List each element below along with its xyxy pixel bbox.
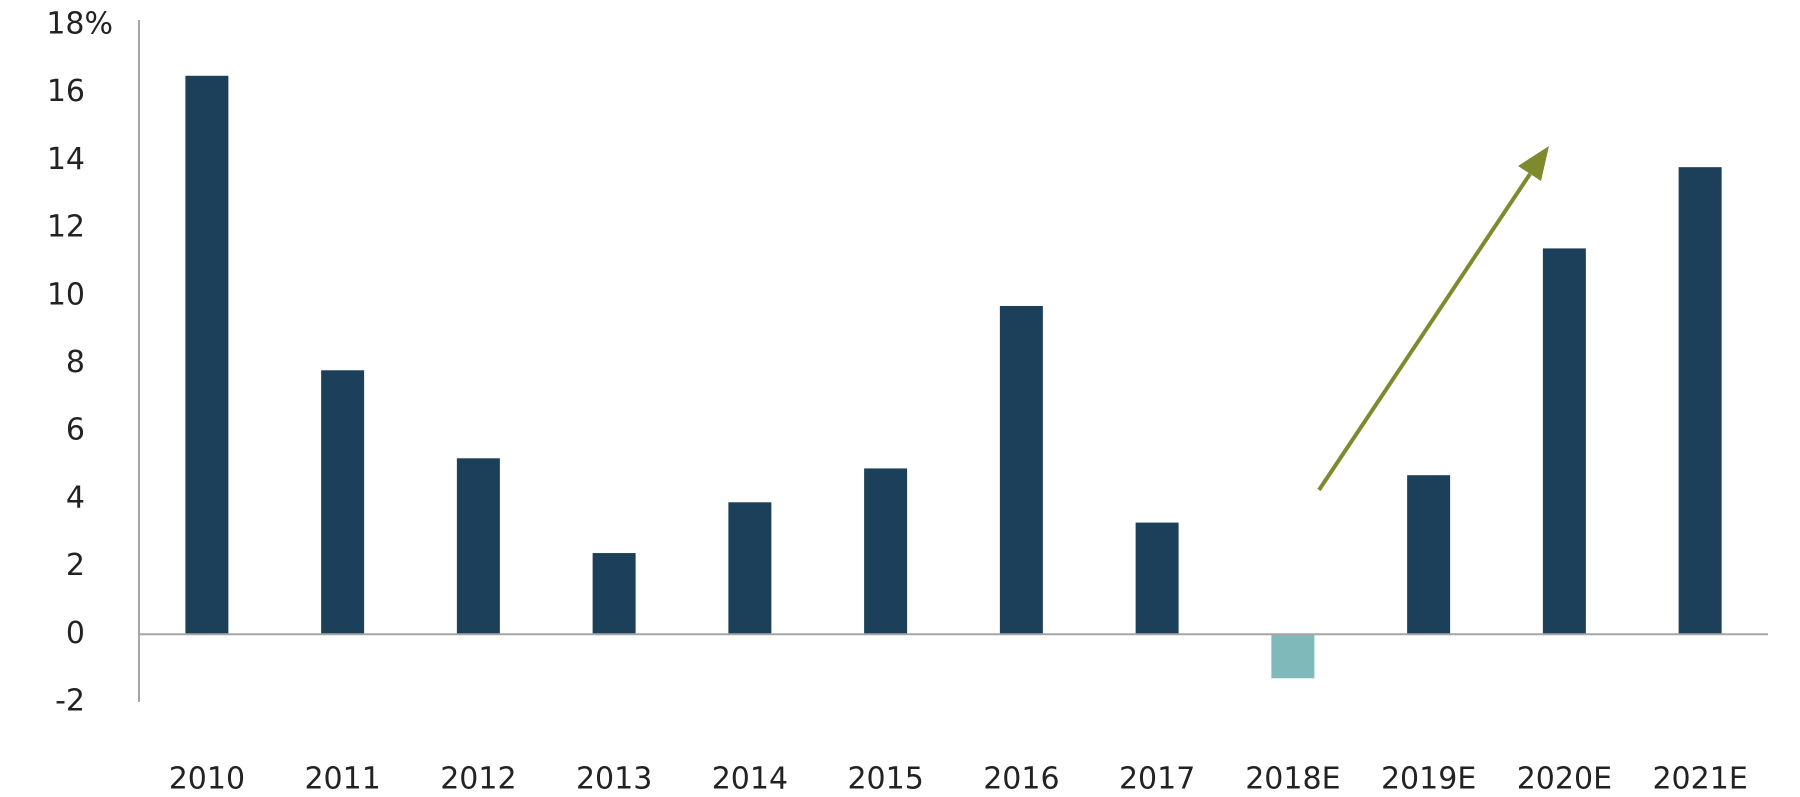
x-tick-label: 2020E [1517, 762, 1612, 797]
bar [185, 75, 229, 635]
x-tick-label: 2018E [1245, 762, 1340, 797]
y-tick-label: 14 [47, 142, 85, 177]
bar [592, 553, 636, 635]
trend-arrow-head [1518, 146, 1549, 181]
bar [1678, 167, 1722, 635]
bar [321, 370, 365, 635]
y-tick-label: 0 [66, 616, 85, 651]
y-tick-label: 16 [47, 74, 85, 109]
bar [1407, 475, 1451, 635]
x-tick-label: 2012 [440, 762, 516, 797]
x-tick-label: 2011 [304, 762, 380, 797]
bar [864, 468, 908, 635]
y-tick-label: 10 [47, 277, 85, 312]
y-tick-label: 4 [66, 480, 85, 515]
bar [999, 305, 1043, 635]
bar [456, 458, 500, 635]
x-tick-label: 2014 [712, 762, 788, 797]
y-tick-label: 2 [66, 548, 85, 583]
bar [728, 502, 772, 635]
bar [1271, 634, 1315, 679]
bar [1542, 248, 1586, 635]
y-tick-label: 6 [66, 413, 85, 448]
x-tick-label: 2019E [1381, 762, 1476, 797]
x-tick-label: 2015 [847, 762, 923, 797]
x-tick-label: 2010 [169, 762, 245, 797]
x-tick-label: 2013 [576, 762, 652, 797]
y-tick-label: -2 [55, 684, 85, 719]
trend-arrow [1317, 172, 1532, 492]
x-tick-label: 2017 [1119, 762, 1195, 797]
y-tick-label: 18% [46, 7, 113, 42]
y-tick-label: 12 [47, 210, 85, 245]
y-tick-label: 8 [66, 345, 85, 380]
bar [1135, 522, 1179, 635]
x-tick-label: 2021E [1652, 762, 1747, 797]
x-tick-label: 2016 [983, 762, 1059, 797]
